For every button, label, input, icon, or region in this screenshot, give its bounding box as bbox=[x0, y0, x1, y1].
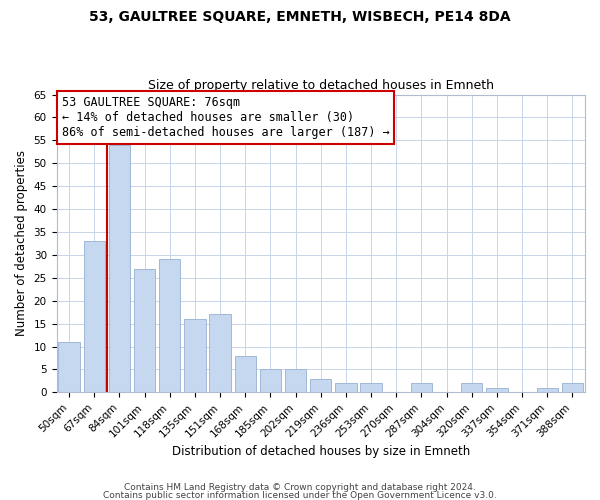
Bar bbox=[83, 241, 105, 392]
Bar bbox=[461, 383, 482, 392]
Text: Contains public sector information licensed under the Open Government Licence v3: Contains public sector information licen… bbox=[103, 490, 497, 500]
Text: 53, GAULTREE SQUARE, EMNETH, WISBECH, PE14 8DA: 53, GAULTREE SQUARE, EMNETH, WISBECH, PE… bbox=[89, 10, 511, 24]
Bar bbox=[310, 378, 331, 392]
Bar bbox=[486, 388, 508, 392]
Bar bbox=[285, 370, 306, 392]
Bar bbox=[335, 383, 356, 392]
Bar bbox=[58, 342, 80, 392]
Text: Contains HM Land Registry data © Crown copyright and database right 2024.: Contains HM Land Registry data © Crown c… bbox=[124, 484, 476, 492]
Bar bbox=[536, 388, 558, 392]
Y-axis label: Number of detached properties: Number of detached properties bbox=[15, 150, 28, 336]
Bar bbox=[411, 383, 432, 392]
Text: 53 GAULTREE SQUARE: 76sqm
← 14% of detached houses are smaller (30)
86% of semi-: 53 GAULTREE SQUARE: 76sqm ← 14% of detac… bbox=[62, 96, 389, 139]
Bar bbox=[361, 383, 382, 392]
X-axis label: Distribution of detached houses by size in Emneth: Distribution of detached houses by size … bbox=[172, 444, 470, 458]
Bar bbox=[184, 319, 206, 392]
Bar bbox=[134, 268, 155, 392]
Bar bbox=[159, 260, 181, 392]
Bar bbox=[260, 370, 281, 392]
Bar bbox=[562, 383, 583, 392]
Bar bbox=[109, 145, 130, 392]
Title: Size of property relative to detached houses in Emneth: Size of property relative to detached ho… bbox=[148, 79, 494, 92]
Bar bbox=[209, 314, 231, 392]
Bar bbox=[235, 356, 256, 393]
